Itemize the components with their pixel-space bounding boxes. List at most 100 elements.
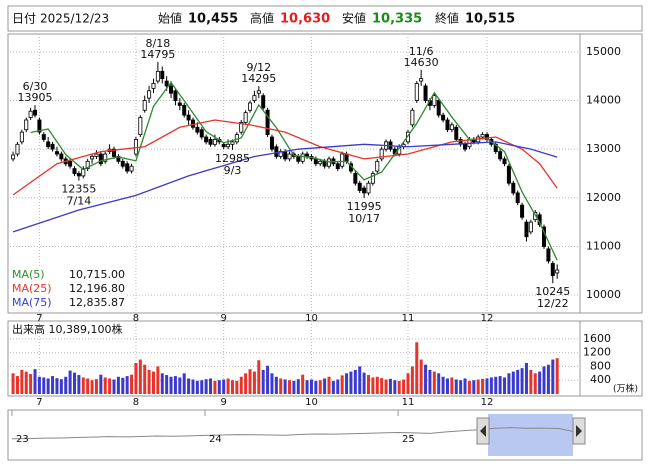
volume-bar — [11, 373, 15, 394]
handle-arrow — [480, 425, 486, 437]
volume-bar — [288, 380, 292, 394]
annotation-date: 9/12 — [246, 61, 271, 74]
volume-tick-label: 800 — [590, 359, 611, 372]
ma-legend-name: MA(25) — [12, 282, 52, 295]
volume-bar — [204, 379, 208, 394]
candle-body — [142, 100, 147, 111]
volume-tick-label: 1200 — [583, 346, 611, 359]
candle-body — [327, 158, 332, 167]
candle-body — [432, 95, 437, 106]
y-tick-label: 10000 — [586, 288, 621, 301]
volume-tick-label: 400 — [590, 373, 611, 386]
candle-body — [173, 90, 178, 101]
volume-unit: (万株) — [613, 383, 638, 395]
ma-line — [12, 119, 558, 196]
candle-body — [11, 154, 16, 160]
volume-bar — [46, 378, 50, 394]
candle-body — [322, 160, 327, 167]
volume-bar — [200, 380, 204, 394]
candle-body — [226, 143, 231, 148]
candle-body — [151, 83, 156, 89]
candle-body — [502, 158, 507, 165]
candle-body — [54, 151, 59, 155]
volume-bar — [187, 378, 191, 394]
candle-body — [24, 119, 29, 131]
volume-bar — [516, 369, 520, 394]
volume-bar — [555, 358, 559, 394]
annotation-value: 14295 — [241, 72, 276, 85]
candle-body — [441, 114, 446, 121]
candle-body — [195, 126, 200, 133]
volume-bar — [222, 379, 226, 394]
candle-body — [528, 221, 533, 233]
volume-bar — [489, 377, 493, 394]
volume-bar — [445, 378, 449, 394]
volume-bar — [551, 359, 555, 394]
volume-bar — [292, 380, 296, 394]
candle-body — [344, 153, 349, 162]
candle-body — [265, 109, 270, 135]
high-value: 10,630 — [280, 12, 330, 27]
candle-body — [515, 192, 520, 204]
volume-bar — [77, 375, 81, 394]
candle-body — [506, 165, 511, 184]
volume-bar — [485, 378, 489, 394]
volume-bar — [309, 379, 313, 394]
volume-bar — [261, 369, 265, 394]
volume-bar — [349, 371, 353, 394]
candle-body — [50, 143, 55, 150]
volume-bar — [467, 380, 471, 394]
volume-bar — [55, 378, 59, 394]
y-tick-label: 11000 — [586, 239, 621, 252]
ma-legend-value: 12,196.80 — [69, 282, 125, 295]
candle-body — [177, 102, 182, 106]
volume-bar — [406, 373, 410, 394]
volume-bar — [33, 369, 37, 394]
volume-bar — [134, 362, 138, 394]
volume-bar — [230, 380, 234, 394]
candle-body — [94, 153, 99, 157]
candle-body — [76, 173, 81, 177]
annotation-date: 11/6 — [409, 45, 434, 58]
low-value: 10,335 — [372, 12, 422, 27]
volume-bar — [476, 379, 480, 394]
ma-line — [30, 81, 558, 261]
volume-bar — [165, 375, 169, 394]
volume-bar — [64, 376, 68, 394]
volume-bar — [441, 376, 445, 394]
date: 2025/12/23 — [40, 12, 109, 26]
volume-bar — [384, 379, 388, 394]
candle-body — [46, 141, 51, 148]
volume-bar — [108, 378, 112, 394]
candle-body — [208, 139, 213, 145]
volume-bar — [380, 378, 384, 394]
volume-bar — [529, 369, 533, 394]
annotation-value: 12985 — [215, 152, 250, 165]
candle-body — [300, 153, 305, 162]
volume-bar — [393, 380, 397, 394]
annotation-date: 8/18 — [146, 37, 171, 50]
candle-body — [423, 85, 428, 101]
open-value: 10,455 — [188, 12, 238, 27]
candle-body — [160, 70, 165, 80]
volume-bar — [213, 380, 217, 394]
candle-body — [269, 136, 274, 150]
candle-body — [414, 83, 419, 101]
candle-body — [283, 151, 288, 160]
volume-bar — [323, 378, 327, 394]
x-tick-label: 7 — [36, 397, 42, 408]
y-tick-label: 14000 — [586, 94, 621, 107]
volume-bar — [524, 362, 528, 394]
candle-body — [419, 78, 424, 82]
annotation-value: 10245 — [535, 285, 570, 298]
volume-bar — [507, 373, 511, 394]
volume-bar — [331, 380, 335, 394]
candle-body — [90, 156, 95, 160]
volume-bar — [116, 376, 120, 394]
candle-body — [449, 124, 454, 131]
x-tick-label: 11 — [402, 397, 415, 408]
volume-label: 出来高 10,389,100株 — [12, 322, 122, 336]
volume-bar — [450, 377, 454, 394]
handle-arrow — [576, 425, 582, 437]
volume-bar — [542, 366, 546, 394]
